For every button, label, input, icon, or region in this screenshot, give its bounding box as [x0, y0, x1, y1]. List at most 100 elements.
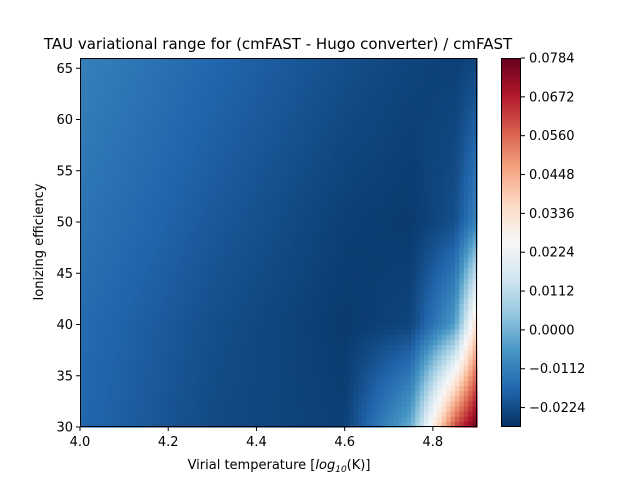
- heatmap-cell: [406, 216, 412, 223]
- heatmap-cell: [393, 186, 399, 192]
- heatmap-cell: [110, 329, 116, 336]
- heatmap-cell: [194, 114, 200, 121]
- heatmap-cell: [397, 211, 403, 218]
- heatmap-cell: [335, 242, 341, 249]
- heatmap-cell: [132, 58, 138, 64]
- heatmap-cell: [106, 83, 112, 90]
- heatmap-cell: [212, 160, 218, 167]
- heatmap-cell: [379, 283, 385, 290]
- heatmap-cell: [313, 319, 319, 326]
- heatmap-cell: [362, 78, 368, 85]
- heatmap-cell: [468, 222, 474, 228]
- heatmap-cell: [335, 93, 341, 100]
- heatmap-cell: [88, 242, 94, 249]
- heatmap-cell: [256, 170, 262, 177]
- heatmap-cell: [282, 119, 288, 126]
- heatmap-cell: [137, 319, 143, 326]
- heatmap-cell: [102, 58, 108, 64]
- heatmap-cell: [463, 196, 469, 203]
- heatmap-cell: [97, 309, 103, 315]
- heatmap-cell: [424, 134, 430, 141]
- heatmap-cell: [335, 227, 341, 233]
- heatmap-cell: [296, 247, 302, 254]
- heatmap-cell: [415, 186, 421, 192]
- heatmap-cell: [177, 263, 183, 269]
- heatmap-cell: [432, 109, 438, 115]
- heatmap-cell: [278, 93, 284, 100]
- heatmap-cell: [88, 227, 94, 233]
- heatmap-cell: [402, 114, 408, 121]
- heatmap-cell: [243, 186, 249, 192]
- heatmap-cell: [229, 339, 235, 346]
- heatmap-cell: [181, 93, 187, 100]
- heatmap-cell: [472, 104, 478, 110]
- heatmap-cell: [102, 83, 108, 90]
- heatmap-cell: [362, 73, 368, 80]
- heatmap-cell: [344, 309, 350, 315]
- heatmap-cell: [388, 175, 394, 182]
- heatmap-cell: [318, 129, 324, 136]
- heatmap-cell: [106, 334, 112, 341]
- heatmap-cell: [207, 247, 213, 254]
- heatmap-cell: [229, 114, 235, 121]
- heatmap-cell: [327, 58, 333, 64]
- heatmap-cell: [146, 165, 152, 172]
- heatmap-cell: [349, 109, 355, 115]
- heatmap-cell: [468, 263, 474, 269]
- heatmap-cell: [163, 73, 169, 80]
- heatmap-cell: [141, 309, 147, 315]
- heatmap-cell: [472, 314, 478, 320]
- heatmap-cell: [154, 339, 160, 346]
- heatmap-cell: [278, 257, 284, 264]
- heatmap-cell: [375, 278, 381, 285]
- heatmap-cell: [362, 119, 368, 126]
- heatmap-cell: [349, 99, 355, 105]
- heatmap-cell: [154, 263, 160, 269]
- heatmap-cell: [221, 324, 227, 331]
- heatmap-cell: [459, 134, 465, 141]
- heatmap-cell: [269, 83, 275, 90]
- heatmap-cell: [393, 314, 399, 320]
- heatmap-cell: [146, 309, 152, 315]
- heatmap-cell: [252, 319, 258, 326]
- heatmap-cell: [327, 232, 333, 238]
- heatmap-cell: [181, 216, 187, 223]
- heatmap-cell: [137, 186, 143, 192]
- heatmap-cell: [260, 227, 266, 233]
- heatmap-cell: [322, 119, 328, 126]
- heatmap-cell: [327, 252, 333, 259]
- heatmap-cell: [256, 99, 262, 105]
- heatmap-cell: [274, 109, 280, 115]
- heatmap-cell: [212, 293, 218, 300]
- heatmap-cell: [269, 278, 275, 285]
- heatmap-cell: [265, 83, 271, 90]
- heatmap-cell: [357, 237, 363, 244]
- heatmap-cell: [410, 150, 416, 156]
- heatmap-cell: [362, 227, 368, 233]
- heatmap-cell: [252, 242, 258, 249]
- heatmap-cell: [287, 73, 293, 80]
- heatmap-cell: [84, 222, 90, 228]
- heatmap-cell: [371, 140, 377, 146]
- heatmap-cell: [340, 165, 346, 172]
- heatmap-cell: [309, 252, 315, 259]
- heatmap-cell: [203, 263, 209, 269]
- heatmap-cell: [344, 232, 350, 238]
- heatmap-cell: [415, 206, 421, 213]
- heatmap-cell: [168, 247, 174, 254]
- heatmap-cell: [88, 263, 94, 269]
- heatmap-cell: [415, 304, 421, 310]
- heatmap-cell: [252, 257, 258, 264]
- heatmap-cell: [406, 160, 412, 167]
- heatmap-cell: [291, 227, 297, 233]
- heatmap-cell: [102, 150, 108, 156]
- heatmap-cell: [393, 119, 399, 126]
- heatmap-cell: [106, 155, 112, 162]
- heatmap-cell: [203, 58, 209, 64]
- heatmap-cell: [344, 196, 350, 203]
- heatmap-cell: [137, 324, 143, 331]
- heatmap-cell: [309, 63, 315, 69]
- heatmap-cell: [282, 324, 288, 331]
- heatmap-cell: [366, 68, 372, 74]
- heatmap-cell: [287, 186, 293, 192]
